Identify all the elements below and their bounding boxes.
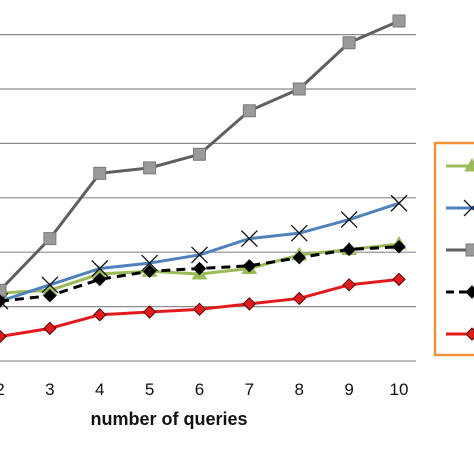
data-point [242, 297, 257, 311]
series-3 [0, 14, 406, 297]
data-point [191, 246, 208, 264]
series-5 [0, 272, 406, 344]
legend-entry [446, 327, 474, 341]
data-point [91, 260, 109, 277]
x-tick-label: 2 [0, 380, 5, 399]
legend-marker [465, 327, 474, 341]
x-tick-label: 3 [45, 380, 54, 399]
data-point [43, 232, 57, 246]
data-point [43, 321, 57, 336]
data-point [143, 161, 157, 175]
data-point [192, 302, 207, 317]
data-point [292, 291, 306, 306]
legend-marker [463, 199, 474, 217]
legend-marker [464, 158, 474, 172]
x-tick-label: 5 [145, 380, 154, 399]
data-point [93, 308, 107, 322]
x-tick-label: 6 [195, 380, 204, 399]
x-tick-label: 9 [344, 380, 353, 399]
data-point [290, 224, 308, 242]
data-point [43, 289, 57, 303]
series-2 [0, 194, 408, 310]
series-group [0, 14, 408, 344]
data-point [0, 294, 7, 308]
legend-marker [465, 243, 474, 257]
data-point [193, 147, 206, 161]
data-point [292, 250, 306, 265]
data-point [142, 264, 157, 278]
data-point [392, 240, 406, 254]
data-point [93, 166, 107, 180]
x-tick-label: 7 [245, 380, 254, 399]
x-tick-labels: 2 3 4 5 6 7 8 9 10 [0, 380, 408, 399]
legend [433, 141, 474, 357]
data-point [342, 36, 356, 50]
data-point [292, 82, 306, 96]
series-4 [0, 240, 406, 308]
data-point [142, 305, 157, 319]
legend-entry [446, 243, 474, 257]
data-point [242, 259, 257, 273]
data-point [392, 272, 406, 287]
data-point [342, 278, 356, 292]
data-point [240, 230, 258, 248]
data-point [390, 194, 408, 212]
data-point [141, 254, 159, 272]
data-point [0, 283, 7, 297]
x-tick-label: 10 [390, 380, 409, 399]
data-point [0, 329, 7, 344]
legend-entry [446, 158, 474, 172]
legend-entry [446, 199, 474, 217]
legend-entry [446, 285, 474, 299]
data-point [41, 276, 59, 294]
data-point [93, 272, 107, 287]
data-point [192, 261, 207, 276]
x-axis-label: number of queries [90, 409, 247, 429]
x-tick-label: 8 [295, 380, 304, 399]
data-point [242, 104, 256, 118]
legend-marker [465, 285, 474, 299]
data-point [340, 211, 358, 229]
data-point [392, 14, 406, 28]
x-tick-label: 4 [95, 380, 104, 399]
gridlines [0, 33, 416, 308]
data-point [342, 242, 356, 257]
